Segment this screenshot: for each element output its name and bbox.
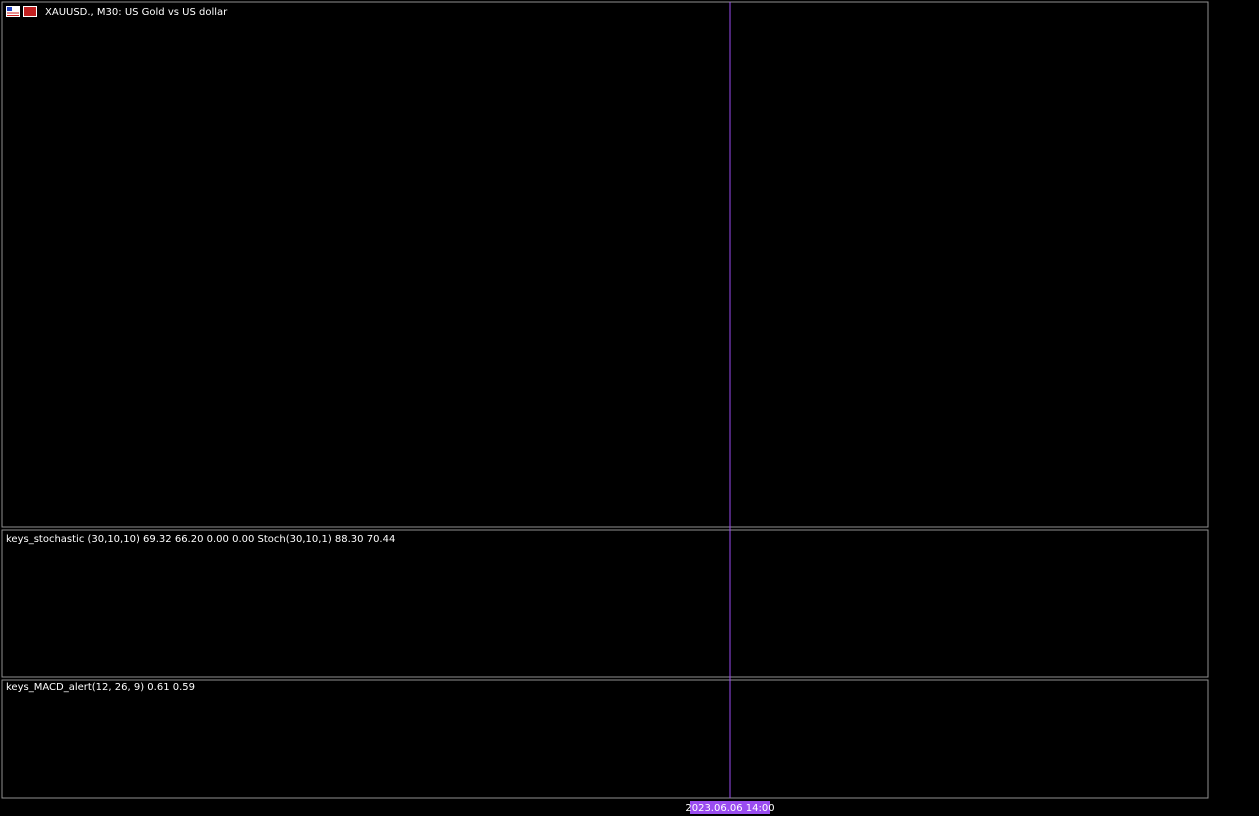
main-panel-border: [1, 1, 1209, 528]
stoch-title: keys_stochastic (30,10,10) 69.32 66.20 0…: [6, 534, 395, 545]
macd-title: keys_MACD_alert(12, 26, 9) 0.61 0.59: [6, 682, 195, 693]
crosshair-label: 2023.06.06 14:00: [685, 803, 774, 814]
chart-title: XAUUSD., M30: US Gold vs US dollar: [45, 7, 228, 18]
macd-panel-border: [1, 679, 1209, 799]
crosshair-label-box: [690, 801, 770, 814]
stoch-panel-border: [1, 529, 1209, 678]
symbol-icon: [6, 6, 37, 17]
